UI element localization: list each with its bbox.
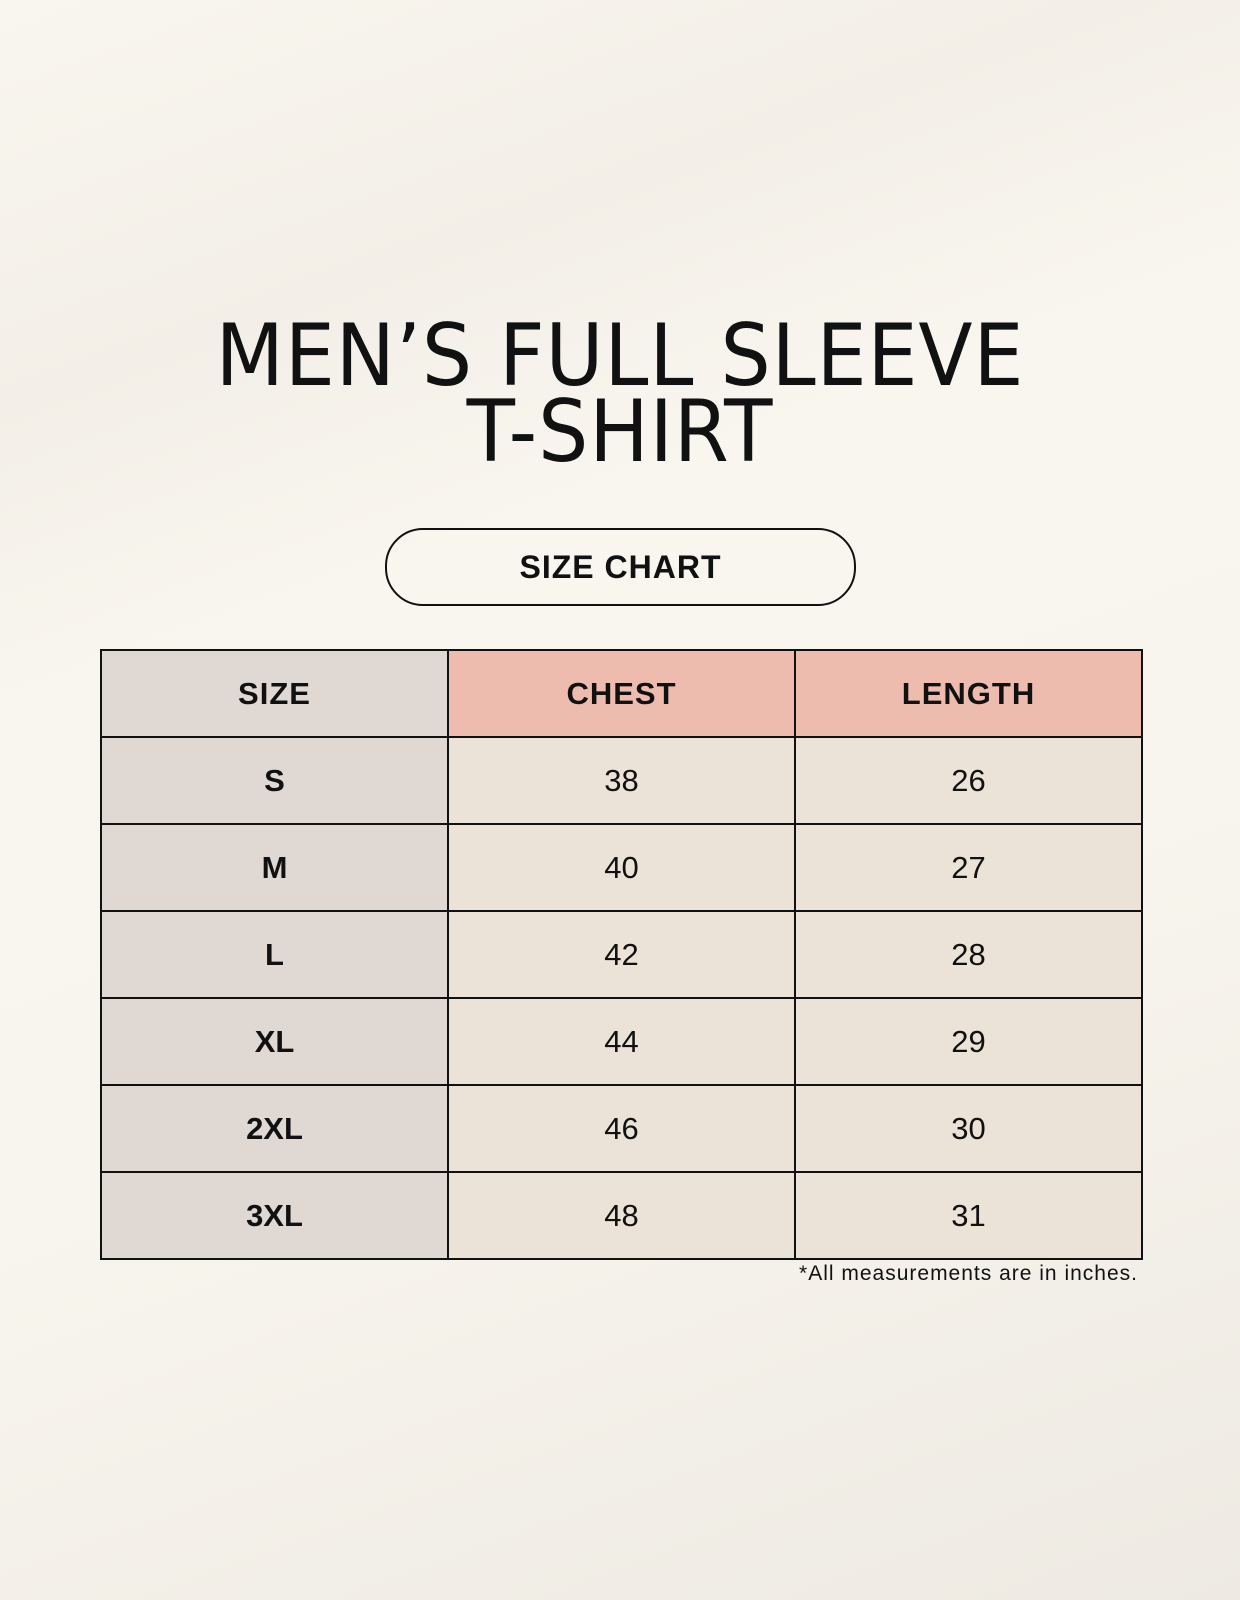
cell-size: M <box>100 823 449 912</box>
cell-length: 27 <box>794 823 1143 912</box>
cell-chest: 46 <box>447 1084 796 1173</box>
cell-size: 2XL <box>100 1084 449 1173</box>
cell-chest: 42 <box>447 910 796 999</box>
table-row: L 42 28 <box>100 910 1143 999</box>
table-row: S 38 26 <box>100 736 1143 825</box>
table-row: M 40 27 <box>100 823 1143 912</box>
title-line-2: T-SHIRT <box>466 382 774 482</box>
cell-chest: 40 <box>447 823 796 912</box>
cell-length: 26 <box>794 736 1143 825</box>
table-row: 3XL 48 31 <box>100 1171 1143 1260</box>
size-chart-badge: SIZE CHART <box>385 528 856 606</box>
cell-length: 31 <box>794 1171 1143 1260</box>
header-length: LENGTH <box>794 649 1143 738</box>
table-row: 2XL 46 30 <box>100 1084 1143 1173</box>
cell-length: 30 <box>794 1084 1143 1173</box>
cell-size: XL <box>100 997 449 1086</box>
cell-size: L <box>100 910 449 999</box>
cell-length: 28 <box>794 910 1143 999</box>
table-header-row: SIZE CHEST LENGTH <box>100 649 1143 738</box>
table-row: XL 44 29 <box>100 997 1143 1086</box>
footnote: *All measurements are in inches. <box>799 1262 1138 1285</box>
size-table: SIZE CHEST LENGTH S 38 26 M 40 27 L 42 28 XL 44 29 2… <box>100 649 1143 1260</box>
cell-size: S <box>100 736 449 825</box>
page-title: MEN’S FULL SLEEVE T-SHIRT <box>50 306 1191 482</box>
header-size: SIZE <box>100 649 449 738</box>
cell-size: 3XL <box>100 1171 449 1260</box>
cell-chest: 38 <box>447 736 796 825</box>
cell-chest: 48 <box>447 1171 796 1260</box>
title-line-1: MEN’S FULL SLEEVE <box>215 306 1025 406</box>
cell-length: 29 <box>794 997 1143 1086</box>
header-chest: CHEST <box>447 649 796 738</box>
cell-chest: 44 <box>447 997 796 1086</box>
